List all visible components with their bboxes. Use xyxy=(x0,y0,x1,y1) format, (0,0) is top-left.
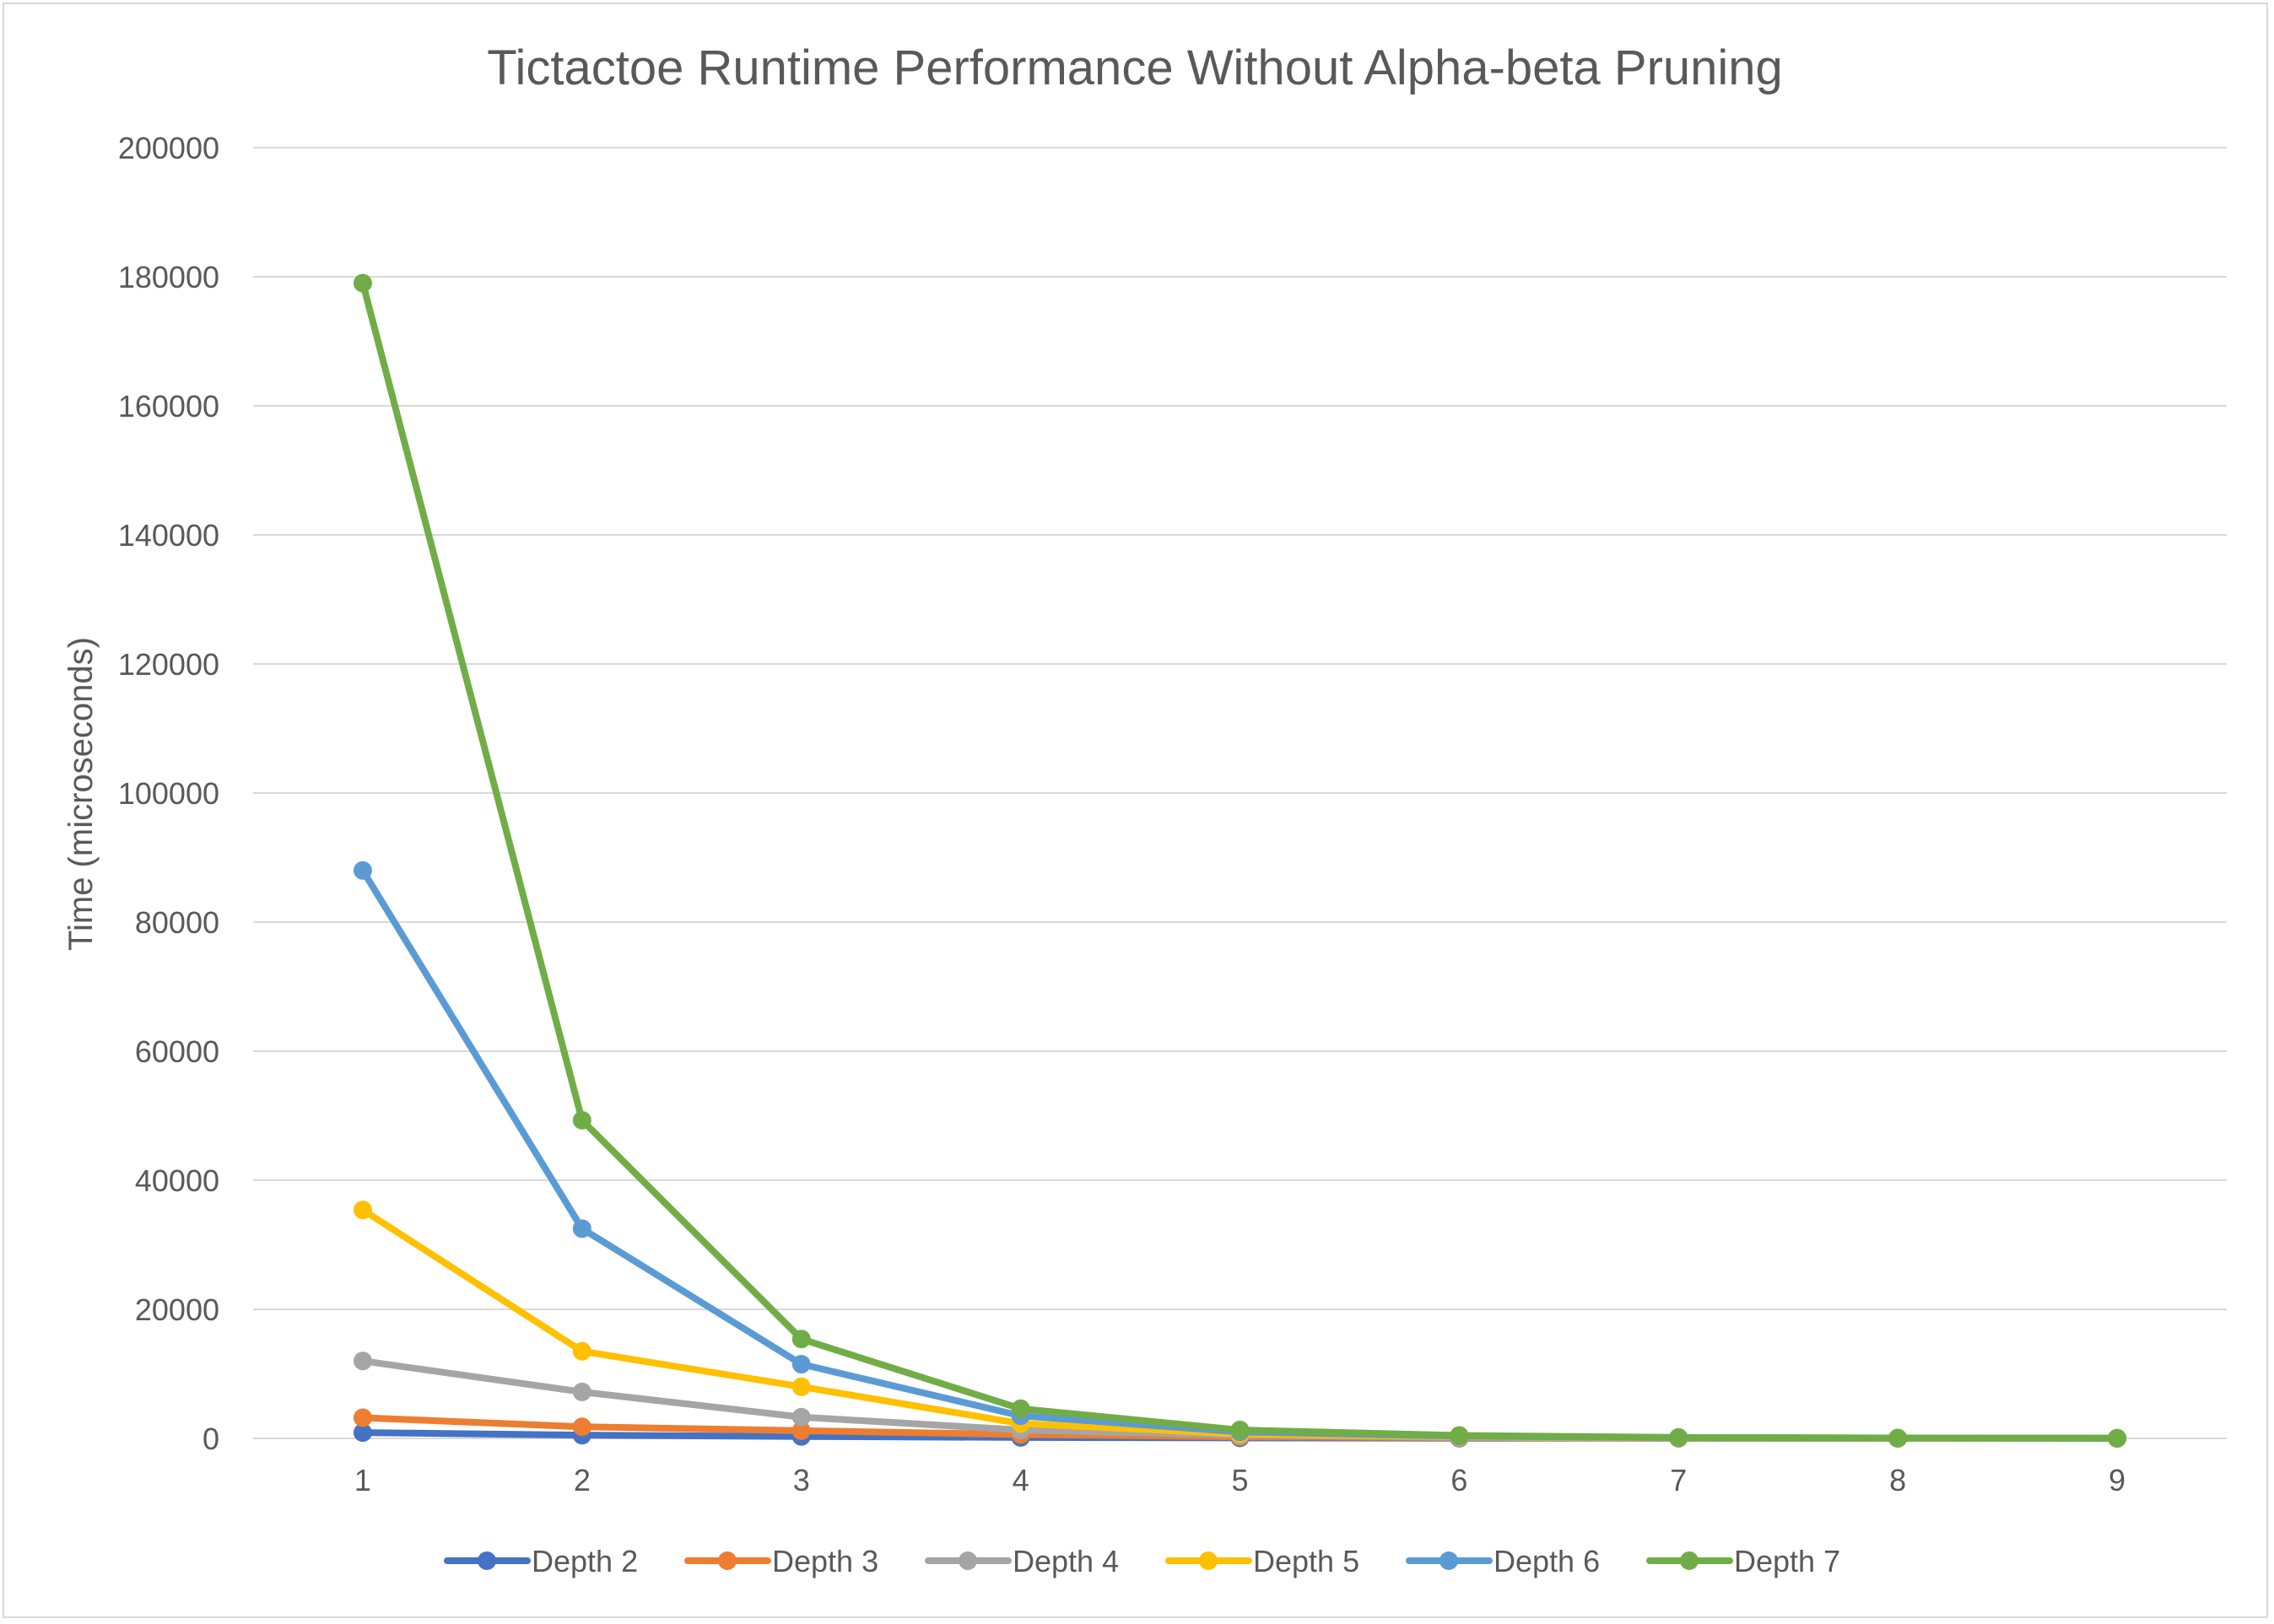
data-point xyxy=(791,1421,811,1440)
chart-frame: Tictactoe Runtime Performance Without Al… xyxy=(3,3,2268,1618)
y-tick-label: 140000 xyxy=(118,518,219,553)
y-tick-label: 160000 xyxy=(118,389,219,424)
data-point xyxy=(353,1200,372,1220)
x-tick-label: 5 xyxy=(1231,1463,1248,1497)
data-point xyxy=(572,1382,591,1401)
y-tick-label: 80000 xyxy=(135,905,219,940)
series-line xyxy=(359,1206,2121,1442)
legend-label: Depth 3 xyxy=(772,1544,878,1578)
data-point xyxy=(1011,1399,1030,1418)
legend-label: Depth 5 xyxy=(1253,1544,1359,1578)
legend: Depth 2 Depth 3 Depth 4 Depth 5 Depth 6 Depth… xyxy=(444,1544,1840,1578)
data-point xyxy=(572,1341,591,1361)
data-point xyxy=(2108,1428,2127,1448)
x-tick-label: 3 xyxy=(793,1463,810,1497)
legend-item: Depth 5 xyxy=(1165,1544,1359,1578)
data-point xyxy=(1230,1421,1250,1440)
data-point xyxy=(353,861,372,880)
y-tick-label: 180000 xyxy=(118,260,219,294)
y-axis-ticks: 0 20000 40000 60000 80000 100000 120000 140000 1… xyxy=(118,131,219,1456)
chart-title: Tictactoe Runtime Performance Without Al… xyxy=(487,40,1783,95)
legend-item: Depth 3 xyxy=(684,1544,878,1578)
x-tick-label: 7 xyxy=(1670,1463,1687,1497)
y-tick-label: 40000 xyxy=(135,1163,219,1198)
legend-item: Depth 6 xyxy=(1406,1544,1600,1578)
legend-marker xyxy=(478,1551,496,1570)
y-axis-title: Time (microseconds) xyxy=(62,637,100,951)
y-tick-label: 100000 xyxy=(118,776,219,811)
line-chart: Tictactoe Runtime Performance Without Al… xyxy=(62,40,2227,1578)
y-tick-label: 120000 xyxy=(118,647,219,682)
data-point xyxy=(353,1423,372,1443)
legend-label: Depth 7 xyxy=(1734,1544,1840,1578)
y-tick-label: 0 xyxy=(203,1422,219,1456)
data-point xyxy=(353,1408,372,1427)
y-tick-label: 200000 xyxy=(118,131,219,165)
y-tick-label: 20000 xyxy=(135,1292,219,1327)
data-point xyxy=(353,273,372,293)
data-point xyxy=(1669,1427,1688,1447)
data-point xyxy=(572,1110,591,1130)
legend-label: Depth 6 xyxy=(1493,1544,1600,1578)
data-point xyxy=(572,1219,591,1238)
data-point xyxy=(1888,1428,1908,1448)
gridlines xyxy=(253,147,2227,1439)
legend-label: Depth 2 xyxy=(532,1544,638,1578)
legend-item: Depth 4 xyxy=(925,1544,1119,1578)
x-tick-label: 1 xyxy=(354,1463,371,1497)
y-tick-label: 60000 xyxy=(135,1034,219,1069)
x-tick-label: 2 xyxy=(574,1463,591,1497)
x-tick-label: 8 xyxy=(1889,1463,1906,1497)
data-point xyxy=(353,1352,372,1371)
data-point xyxy=(1450,1426,1469,1445)
x-tick-label: 9 xyxy=(2109,1463,2125,1497)
data-point xyxy=(791,1355,811,1374)
x-tick-label: 6 xyxy=(1450,1463,1467,1497)
series-lines xyxy=(353,273,2127,1448)
legend-marker xyxy=(1680,1551,1699,1570)
series-line xyxy=(359,866,2121,1442)
data-point xyxy=(791,1330,811,1349)
x-tick-label: 4 xyxy=(1013,1463,1029,1497)
legend-marker xyxy=(718,1551,737,1570)
legend-item: Depth 7 xyxy=(1646,1544,1840,1578)
series-line xyxy=(359,279,2121,1442)
legend-label: Depth 4 xyxy=(1013,1544,1119,1578)
legend-item: Depth 2 xyxy=(444,1544,638,1578)
data-point xyxy=(572,1417,591,1437)
legend-marker xyxy=(1199,1551,1218,1570)
series-depth-7 xyxy=(353,273,2127,1448)
data-point xyxy=(791,1377,811,1396)
data-point xyxy=(791,1407,811,1427)
x-axis-ticks: 1 2 3 4 5 6 7 8 9 xyxy=(354,1463,2125,1497)
legend-marker xyxy=(959,1551,977,1570)
series-depth-5 xyxy=(353,1200,2127,1448)
legend-marker xyxy=(1439,1551,1458,1570)
